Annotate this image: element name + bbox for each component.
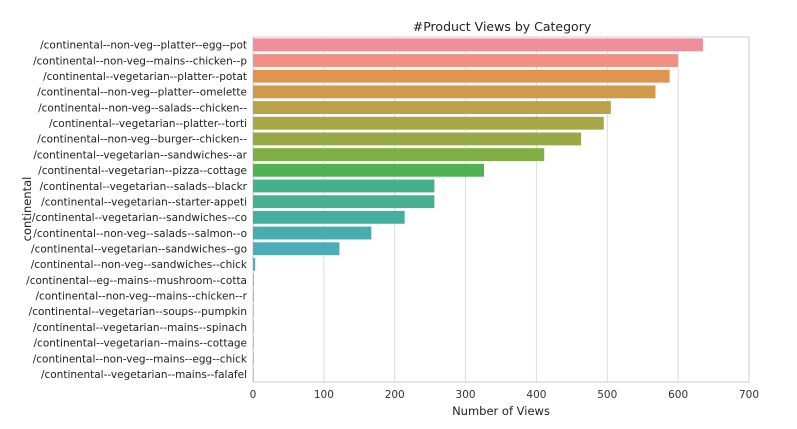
category-label: /continental--vegetarian--starter-appeti <box>41 196 247 208</box>
bar <box>253 116 604 130</box>
bar <box>253 367 254 381</box>
bar <box>253 148 545 162</box>
y-axis-label: continental <box>20 177 34 242</box>
category-label: /continental--vegetarian--sandwiches--co <box>32 212 247 224</box>
x-tick-label: 600 <box>668 389 688 401</box>
bar <box>253 226 372 240</box>
category-labels: /continental--non-veg--platter--egg--pot… <box>26 40 248 381</box>
category-label: /continental--non-veg--platter--egg--pot <box>40 40 247 52</box>
bar <box>253 54 679 67</box>
category-label: /continental--non-veg--sandwiches--chick <box>31 259 248 271</box>
category-label: /continental--vegetarian--mains--cottage <box>34 338 247 350</box>
bar <box>253 179 435 193</box>
category-label: /continental--vegetarian--soups--pumpkin <box>29 306 247 318</box>
category-label: /continental--vegetarian--salads--blackr <box>40 181 248 193</box>
category-label: /continental--non-veg--mains--egg--chick <box>33 353 248 365</box>
bar <box>253 195 435 209</box>
x-tick-label: 500 <box>597 389 617 401</box>
bar <box>253 210 405 224</box>
category-label: /continental--non-veg--mains--chicken--p <box>33 55 247 67</box>
bar <box>253 320 254 334</box>
x-tick-label: 700 <box>739 389 759 401</box>
bar <box>253 38 703 52</box>
category-label: /continental--vegetarian--pizza--cottage <box>38 165 247 177</box>
bar <box>253 101 611 114</box>
bar <box>253 132 582 146</box>
bar <box>253 69 670 83</box>
bar <box>253 257 256 271</box>
category-label: /continental--vegetarian--platter--torti <box>49 118 247 130</box>
bar <box>253 289 254 303</box>
category-label: /continental--non-veg--mains--chicken--r <box>35 291 247 303</box>
x-tick-labels: 0 100 200 300 400 500 600 700 <box>250 389 759 401</box>
category-label: /continental--vegetarian--platter--potat <box>43 71 247 83</box>
bar <box>253 352 254 365</box>
chart-title: #Product Views by Category <box>413 19 592 34</box>
category-label: /continental--non-veg--burger--chicken-- <box>37 134 247 146</box>
x-tick-label: 0 <box>250 389 257 401</box>
bars <box>253 38 703 381</box>
bar <box>253 242 340 256</box>
x-tick-label: 400 <box>526 389 546 401</box>
x-tick-label: 200 <box>385 389 405 401</box>
bar <box>253 85 656 99</box>
category-label: /continental--non-veg--salads--salmon--o <box>33 228 247 240</box>
category-label: /continental--non-veg--platter--omelette <box>37 87 247 99</box>
x-tick-label: 300 <box>456 389 476 401</box>
plot-area <box>252 36 750 383</box>
category-label: /continental--vegetarian--mains--spinach <box>33 322 247 334</box>
bar <box>253 273 254 287</box>
category-label: /continental--eg--mains--mushroom--cotta <box>26 275 247 287</box>
bar <box>253 163 484 177</box>
category-label: /continental--vegetarian--sandwiches--go <box>31 244 247 256</box>
category-label: /continental--vegetarian--sandwiches--ar <box>33 149 247 161</box>
category-label: /continental--non-veg--salads--chicken-- <box>38 102 247 114</box>
x-axis-label: Number of Views <box>452 404 550 418</box>
bar <box>253 336 254 350</box>
category-label: /continental--vegetarian--mains--falafel <box>41 369 247 381</box>
x-tick-label: 100 <box>314 389 334 401</box>
bar <box>253 305 254 318</box>
